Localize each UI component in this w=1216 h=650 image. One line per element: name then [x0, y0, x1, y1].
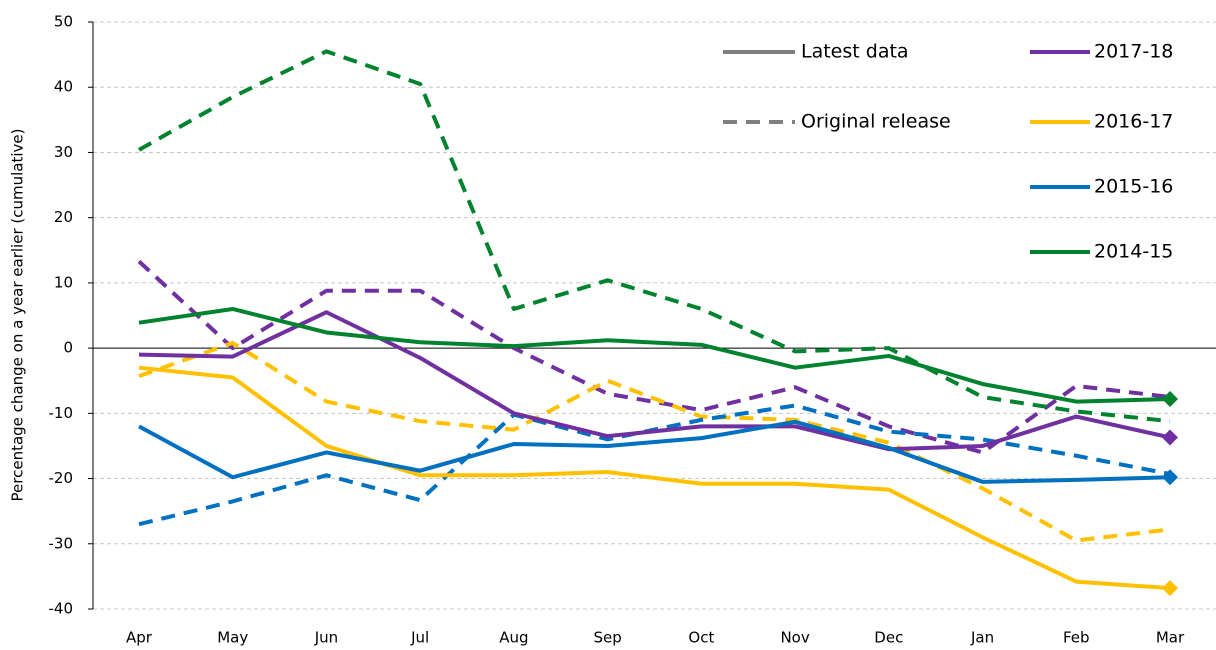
legend-label: 2015-16	[1094, 176, 1173, 198]
x-tick-label: May	[217, 629, 248, 647]
x-tick-label: Aug	[499, 629, 528, 647]
latest-line	[138, 306, 1171, 404]
x-tick-label: Feb	[1063, 629, 1090, 647]
x-tick-label: Mar	[1156, 629, 1185, 647]
legend-label: Latest data	[801, 41, 909, 63]
y-tick-label: 20	[54, 208, 73, 226]
y-tick-label: 50	[54, 13, 73, 31]
y-tick-label: -20	[49, 469, 74, 487]
y-tick-label: 10	[54, 273, 73, 291]
y-tick-label: 30	[54, 143, 73, 161]
end-marker	[1162, 429, 1178, 446]
legend-label: Original release	[801, 111, 951, 133]
x-tick-label: Jul	[410, 629, 429, 647]
latest-line	[138, 419, 1171, 484]
latest-line	[138, 310, 1171, 452]
x-tick-label: Sep	[593, 629, 621, 647]
end-marker	[1162, 469, 1178, 486]
legend-label: 2016-17	[1094, 111, 1173, 133]
y-tick-label: -40	[49, 600, 74, 618]
y-tick-label: 0	[63, 339, 73, 357]
legend-label: 2014-15	[1094, 241, 1173, 263]
x-tick-label: Dec	[874, 629, 903, 647]
x-tick-label: Nov	[780, 629, 809, 647]
original-line	[138, 49, 1171, 424]
y-tick-label: 40	[54, 78, 73, 96]
x-tick-label: Jan	[970, 629, 994, 647]
end-marker	[1162, 580, 1178, 597]
x-tick-label: Oct	[688, 629, 714, 647]
original-line	[138, 340, 1171, 543]
latest-line	[138, 365, 1171, 591]
x-tick-label: Jun	[314, 629, 338, 647]
y-tick-label: -30	[49, 534, 74, 552]
y-axis-label: Percentage change on a year earlier (cum…	[9, 129, 27, 502]
y-tick-label: -10	[49, 404, 74, 422]
x-tick-label: Apr	[126, 629, 153, 647]
legend-label: 2017-18	[1094, 41, 1173, 63]
end-marker	[1162, 390, 1178, 407]
